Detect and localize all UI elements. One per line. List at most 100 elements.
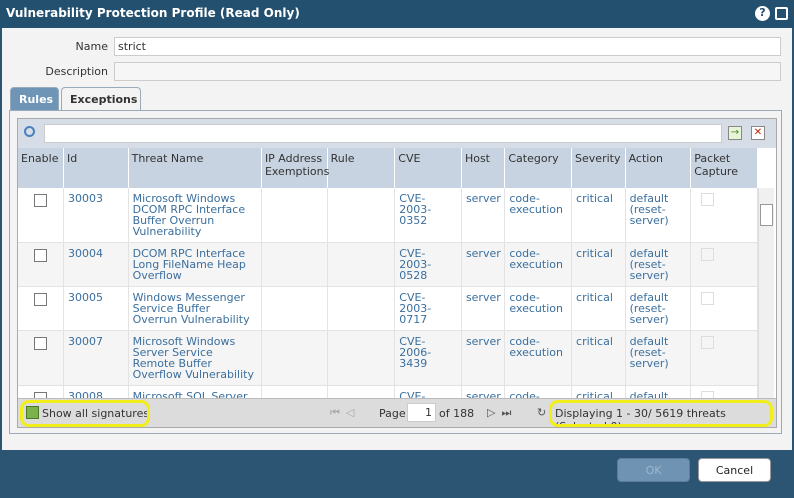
cell (261, 330, 328, 386)
grid-footer: Show all signatures ⏮◁ Page 1 of 188 ▷⏭ … (18, 398, 776, 428)
enable-checkbox[interactable] (34, 194, 47, 207)
threat-cell[interactable]: DCOM RPC Interface Long FileName Heap Ov… (128, 242, 262, 287)
cell (690, 330, 758, 386)
page-label: Page (379, 407, 406, 420)
action-cell[interactable]: default (reset-server) (625, 242, 692, 287)
packet-capture-checkbox (701, 336, 715, 349)
page-nav-next[interactable]: ▷⏭ (487, 406, 518, 419)
cell (18, 286, 64, 331)
id-cell[interactable]: 30005 (63, 286, 129, 331)
cve-cell[interactable]: CVE-2003-0528 (394, 242, 462, 287)
search-bar: → ✕ (18, 119, 776, 148)
apply-filter[interactable]: → (728, 126, 742, 140)
refresh[interactable]: ↻ (537, 406, 547, 419)
action-cell[interactable]: default (reset-server) (625, 286, 692, 331)
highlight (20, 400, 150, 427)
severity-cell[interactable]: critical (571, 242, 626, 287)
cell (18, 330, 64, 386)
severity-cell[interactable]: critical (571, 330, 626, 386)
category-cell[interactable]: code-execution (504, 330, 573, 386)
cell (261, 242, 328, 287)
column-header[interactable]: Id (63, 148, 129, 188)
help-icon[interactable]: ? (755, 6, 770, 21)
name-input[interactable]: strict (114, 37, 781, 56)
ok-button[interactable]: OK (617, 458, 690, 482)
table-row: 30007 Microsoft Windows Server Service Re… (18, 330, 758, 386)
scrollbar[interactable] (758, 188, 774, 398)
table-row: 30005 Windows Messenger Service Buffer Ov… (18, 286, 758, 331)
cve-cell[interactable]: CVE-2003-0352 (394, 188, 462, 243)
title: Vulnerability Protection Profile (Read O… (0, 0, 794, 28)
threat-cell[interactable]: Microsoft Windows Server Service Remote … (128, 330, 262, 386)
column-header[interactable]: Rule (327, 148, 396, 188)
severity-cell[interactable]: critical (571, 188, 626, 243)
column-header[interactable]: Host (461, 148, 506, 188)
cell (18, 242, 64, 287)
column-header[interactable]: CVE (394, 148, 462, 188)
host-cell[interactable]: server (461, 286, 506, 331)
enable-checkbox[interactable] (34, 249, 47, 262)
category-cell[interactable]: code-execution (504, 188, 573, 243)
id-cell[interactable]: 30004 (63, 242, 129, 287)
column-header[interactable]: Threat Name (128, 148, 262, 188)
host-cell[interactable]: server (461, 330, 506, 386)
cell (18, 188, 64, 243)
column-header[interactable]: Action (625, 148, 692, 188)
packet-capture-checkbox (701, 292, 715, 305)
cancel-button[interactable]: Cancel (698, 458, 771, 482)
show-all-label: Show all signatures (42, 407, 150, 420)
display-status: Displaying 1 - 30/ 5619 threats (Selecte… (555, 407, 726, 428)
search-icon (24, 126, 35, 137)
column-header[interactable]: Severity (571, 148, 626, 188)
page-input[interactable]: 1 (407, 403, 436, 422)
description-input[interactable] (114, 62, 781, 81)
cve-cell[interactable]: CVE-2006-3439 (394, 330, 462, 386)
threat-cell[interactable]: Windows Messenger Service Buffer Overrun… (128, 286, 262, 331)
enable-checkbox[interactable] (34, 337, 47, 350)
action-cell[interactable]: default (reset-server) (625, 188, 692, 243)
column-header[interactable]: Packet Capture (690, 148, 758, 188)
cell (261, 286, 328, 331)
column-header[interactable]: Category (504, 148, 573, 188)
show-all-checkbox[interactable] (26, 406, 39, 419)
threat-cell[interactable]: Microsoft Windows DCOM RPC Interface Buf… (128, 188, 262, 243)
id-cell[interactable]: 30003 (63, 188, 129, 243)
cell (261, 188, 328, 243)
cell (327, 188, 396, 243)
cell (690, 286, 758, 331)
enable-checkbox[interactable] (34, 293, 47, 306)
maximize-icon[interactable] (775, 7, 788, 20)
packet-capture-checkbox (701, 248, 715, 261)
search-input[interactable] (44, 124, 722, 143)
packet-capture-checkbox (701, 193, 715, 206)
category-cell[interactable]: code-execution (504, 242, 573, 287)
severity-cell[interactable]: critical (571, 286, 626, 331)
host-cell[interactable]: server (461, 188, 506, 243)
cell (690, 242, 758, 287)
clear-filter[interactable]: ✕ (751, 126, 765, 140)
name-label: Name (75, 40, 108, 53)
column-header[interactable]: IP Address Exemptions (261, 148, 329, 188)
tab[interactable]: Exceptions (61, 87, 141, 111)
cell (327, 242, 396, 287)
action-cell[interactable]: default (reset-server) (625, 330, 692, 386)
id-cell[interactable]: 30007 (63, 330, 129, 386)
table: Enable Id Threat Name IP Address Exemptions… (18, 148, 758, 427)
cve-cell[interactable]: CVE-2003-0717 (394, 286, 462, 331)
table-row: 30003 Microsoft Windows DCOM RPC Interfac… (18, 188, 758, 243)
exceptions-grid: → ✕ Enable Id Threat Name IP Address Exempt… (17, 118, 777, 428)
cell (690, 188, 758, 243)
highlight (549, 400, 773, 427)
table-row: 30004 DCOM RPC Interface Long FileName He… (18, 242, 758, 287)
cell (327, 330, 396, 386)
description-label: Description (45, 65, 108, 78)
scroll-thumb[interactable] (760, 204, 773, 226)
page-nav-prev[interactable]: ⏮◁ (330, 406, 361, 419)
page-total: of 188 (439, 407, 475, 420)
tab[interactable]: Rules (10, 87, 59, 111)
host-cell[interactable]: server (461, 242, 506, 287)
cell (327, 286, 396, 331)
column-header[interactable]: Enable (18, 148, 64, 188)
category-cell[interactable]: code-execution (504, 286, 573, 331)
